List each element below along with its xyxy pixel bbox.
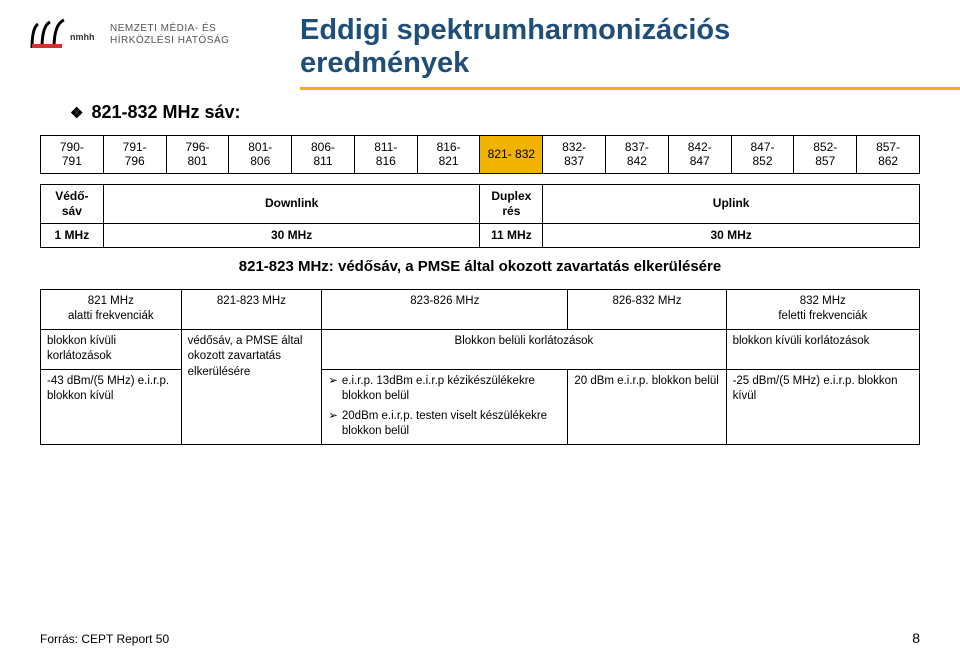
detail-header-cell: 823-826 MHz bbox=[322, 289, 568, 329]
freq-cell: 790-791 bbox=[41, 135, 104, 173]
freq-cell: 796-801 bbox=[166, 135, 229, 173]
freq-cell: 816-821 bbox=[417, 135, 480, 173]
detail-header-cell: 826-832 MHz bbox=[568, 289, 726, 329]
freq-cell: 801-806 bbox=[229, 135, 292, 173]
band-cell: Védő-sáv bbox=[41, 184, 104, 223]
dt-r2-c2: védősáv, a PMSE által okozott zavartatás… bbox=[181, 329, 322, 444]
band-table: Védő-sávDownlinkDuplexrésUplink 1 MHz30 … bbox=[40, 184, 920, 248]
band-width-cell: 11 MHz bbox=[480, 223, 543, 247]
freq-cell: 832-837 bbox=[543, 135, 606, 173]
dt-r2-c5: blokkon kívüli korlátozások bbox=[726, 329, 919, 369]
dt-r3-c1: -43 dBm/(5 MHz) e.i.r.p. blokkon kívül bbox=[41, 369, 182, 444]
logo: nmhh NEMZETI MÉDIA- ÉS HÍRKÖZLÉSI HATÓSÁ… bbox=[30, 18, 229, 52]
band-cell: Downlink bbox=[103, 184, 480, 223]
freq-cell: 852-857 bbox=[794, 135, 857, 173]
title-block: Eddigi spektrumharmonizációs eredmények bbox=[300, 14, 920, 81]
freq-cell: 821- 832 bbox=[480, 135, 543, 173]
freq-cell: 842-847 bbox=[668, 135, 731, 173]
page-number: 8 bbox=[912, 630, 920, 646]
band-width-cell: 30 MHz bbox=[103, 223, 480, 247]
accent-rule bbox=[300, 87, 960, 90]
dt-r3-c5: -25 dBm/(5 MHz) e.i.r.p. blokkon kívül bbox=[726, 369, 919, 444]
logo-line2: HÍRKÖZLÉSI HATÓSÁG bbox=[110, 35, 229, 47]
band-width-cell: 1 MHz bbox=[41, 223, 104, 247]
title-line1: Eddigi spektrumharmonizációs bbox=[300, 14, 730, 46]
footer-source: Forrás: CEPT Report 50 bbox=[40, 632, 169, 646]
dt-r3-c3-b2: 20dBm e.i.r.p. testen viselt készülékekr… bbox=[342, 409, 561, 440]
dt-r2-c34: Blokkon belüli korlátozások bbox=[322, 329, 726, 369]
detail-table: 821 MHzalatti frekvenciák821-823 MHz823-… bbox=[40, 289, 920, 445]
detail-header-cell: 832 MHzfeletti frekvenciák bbox=[726, 289, 919, 329]
detail-header-cell: 821-823 MHz bbox=[181, 289, 322, 329]
band-cell: Duplexrés bbox=[480, 184, 543, 223]
logo-bars-icon: nmhh bbox=[30, 18, 100, 52]
freq-cell: 847-852 bbox=[731, 135, 794, 173]
dt-r2-c1: blokkon kívüli korlátozások bbox=[41, 329, 182, 369]
freq-cell: 811-816 bbox=[354, 135, 417, 173]
band-width-cell: 30 MHz bbox=[543, 223, 920, 247]
title-line2: eredmények bbox=[300, 47, 469, 79]
logo-line1: NEMZETI MÉDIA- ÉS bbox=[110, 23, 229, 35]
page-title: Eddigi spektrumharmonizációs eredmények bbox=[300, 14, 920, 81]
detail-header-cell: 821 MHzalatti frekvenciák bbox=[41, 289, 182, 329]
freq-cell: 837-842 bbox=[606, 135, 669, 173]
frequency-table: 790-791791-796796-801801-806806-811811-8… bbox=[40, 135, 920, 174]
freq-cell: 791-796 bbox=[103, 135, 166, 173]
dt-r3-c3: ➢e.i.r.p. 13dBm e.i.r.p kézikészülékekre… bbox=[322, 369, 568, 444]
diamond-icon: ❖ bbox=[70, 105, 83, 122]
triangle-icon: ➢ bbox=[328, 374, 338, 390]
freq-cell: 806-811 bbox=[292, 135, 355, 173]
band-cell: Uplink bbox=[543, 184, 920, 223]
note-text: 821-823 MHz: védősáv, a PMSE által okozo… bbox=[40, 258, 920, 275]
freq-cell: 857-862 bbox=[857, 135, 920, 173]
section-subhead: ❖ 821-832 MHz sáv: bbox=[70, 102, 920, 123]
logo-text: NEMZETI MÉDIA- ÉS HÍRKÖZLÉSI HATÓSÁG bbox=[110, 23, 229, 47]
dt-r3-c3-b1: e.i.r.p. 13dBm e.i.r.p kézikészülékekre … bbox=[342, 374, 561, 405]
subhead-text: 821-832 MHz sáv: bbox=[91, 102, 240, 122]
dt-r3-c4: 20 dBm e.i.r.p. blokkon belül bbox=[568, 369, 726, 444]
svg-text:nmhh: nmhh bbox=[70, 32, 95, 42]
triangle-icon: ➢ bbox=[328, 409, 338, 425]
